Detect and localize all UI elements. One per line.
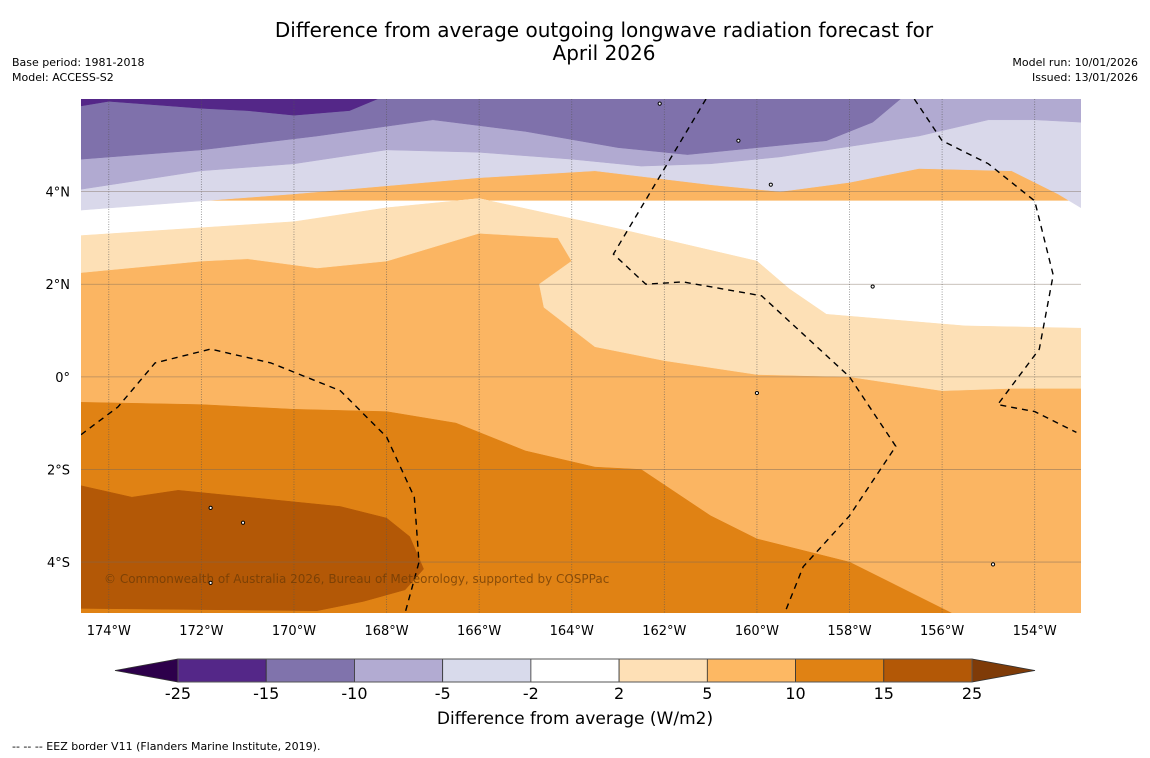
map-title-line2: April 2026	[552, 41, 656, 65]
island-marker	[754, 390, 760, 396]
eez-footnote: -- -- -- EEZ border V11 (Flanders Marine…	[12, 740, 321, 753]
latitude-tick-label: 0°	[55, 371, 70, 386]
longitude-tick-label: 168°W	[364, 624, 408, 639]
contour-band-4	[81, 99, 378, 116]
island-marker	[240, 520, 246, 525]
copyright-text: © Commonwealth of Australia 2026, Bureau…	[104, 572, 609, 586]
island-marker	[208, 505, 213, 510]
colorbar-bin	[530, 658, 620, 683]
map-title: Difference from average outgoing longwav…	[240, 19, 968, 65]
colorbar-tick-label: 10	[785, 684, 805, 703]
colorbar-label: Difference from average (W/m2)	[436, 709, 714, 729]
colorbar-tick-label: 5	[702, 684, 712, 703]
colorbar-tick-label: -2	[523, 684, 539, 703]
longitude-tick-label: 154°W	[1013, 624, 1057, 639]
base-period: Base period: 1981-2018	[12, 56, 145, 69]
islands	[208, 101, 996, 586]
longitude-tick-label: 174°W	[87, 624, 131, 639]
longitude-tick-label: 162°W	[642, 624, 686, 639]
colorbar-tick-label: -10	[341, 684, 367, 703]
gridlines	[81, 99, 1081, 613]
colorbar-extend-high	[971, 658, 1036, 683]
colorbar-tick-label: -5	[435, 684, 451, 703]
contour-fills	[81, 99, 1081, 613]
colorbar-tick-label: 15	[874, 684, 894, 703]
model-info: Base period: 1981-2018 Model: ACCESS-S2	[12, 55, 144, 85]
longitude-tick-label: 170°W	[272, 624, 316, 639]
island-marker	[870, 284, 875, 289]
colorbar-tick-label: 25	[962, 684, 982, 703]
eez-border-line	[913, 99, 1077, 434]
issued-date: Issued: 13/01/2026	[1031, 71, 1138, 84]
colorbar-bin	[442, 658, 532, 683]
latitude-tick-label: 4°N	[46, 186, 71, 201]
model-name: Model: ACCESS-S2	[12, 71, 114, 84]
colorbar-tick-label: -15	[253, 684, 279, 703]
longitude-tick-label: 160°W	[735, 624, 779, 639]
colorbar-bin	[795, 658, 885, 683]
contour-band-7	[81, 485, 424, 611]
latitude-tick-label: 2°S	[47, 463, 70, 478]
island-marker	[736, 138, 741, 143]
colorbar: -25 -15 -10 -5 -2 2 5 10 15 25	[114, 658, 1036, 703]
colorbar-tick-label: -25	[165, 684, 191, 703]
island-marker	[990, 562, 996, 567]
eez-borders	[81, 99, 1077, 613]
longitude-tick-labels: 174°W 172°W 170°W 168°W 166°W 164°W 162°W 160°W…	[87, 624, 1057, 639]
longitude-tick-label: 164°W	[550, 624, 594, 639]
latitude-tick-label: 4°S	[47, 556, 70, 571]
island-marker	[768, 182, 773, 187]
colorbar-bin	[618, 658, 708, 683]
contour-band-5	[81, 198, 1081, 391]
colorbar-outline	[177, 658, 973, 683]
longitude-tick-label: 156°W	[920, 624, 964, 639]
longitude-tick-label: 166°W	[457, 624, 501, 639]
colorbar-bin	[883, 658, 973, 683]
island-marker	[657, 101, 662, 106]
colorbar-bin	[265, 658, 355, 683]
colorbar-bin	[706, 658, 796, 683]
colorbar-extend-low	[114, 658, 179, 683]
model-run-date: Model run: 10/01/2026	[1012, 56, 1138, 69]
map-title-line1: Difference from average outgoing longwav…	[274, 18, 934, 42]
longitude-tick-label: 158°W	[827, 624, 871, 639]
colorbar-bin	[177, 658, 267, 683]
island-marker	[208, 580, 213, 586]
eez-border-line	[612, 99, 897, 613]
longitude-tick-label: 172°W	[179, 624, 223, 639]
latitude-tick-labels: 4°N 2°N 0° 2°S 4°S	[46, 186, 71, 571]
run-info: Model run: 10/01/2026 Issued: 13/01/2026	[1012, 55, 1138, 85]
colorbar-bin	[354, 658, 444, 683]
colorbar-tick-label: 2	[614, 684, 624, 703]
latitude-tick-label: 2°N	[46, 278, 71, 293]
